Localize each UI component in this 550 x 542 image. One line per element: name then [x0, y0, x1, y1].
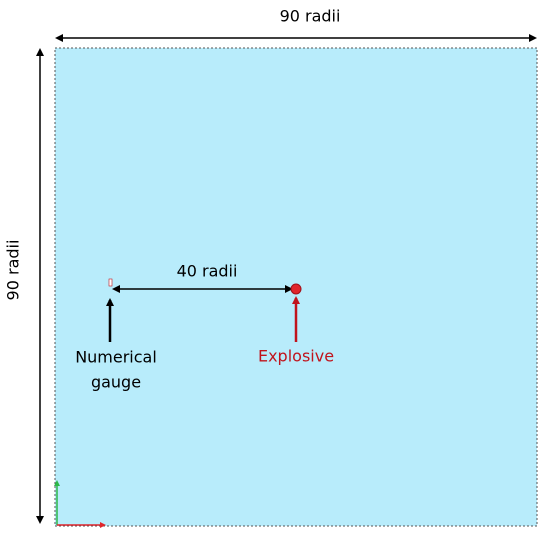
gauge-label: gauge: [91, 373, 141, 392]
gauge-label: Numerical: [75, 348, 157, 367]
explosive-marker: [290, 283, 302, 295]
gauge-marker: [108, 278, 113, 287]
height-label: 90 radii: [4, 240, 23, 301]
width-label: 90 radii: [280, 7, 341, 26]
separation-label: 40 radii: [177, 262, 238, 281]
explosive-label: Explosive: [258, 347, 334, 366]
